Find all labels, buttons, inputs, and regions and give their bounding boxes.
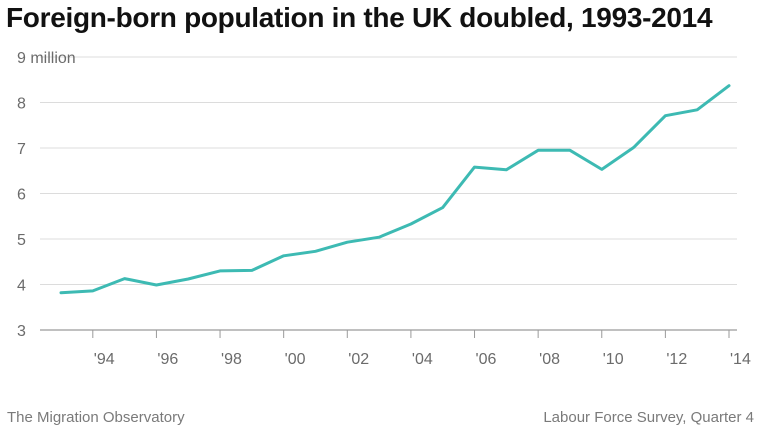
y-tick-label: 5 (17, 232, 26, 249)
y-tick-label: 7 (17, 141, 26, 158)
y-tick-label: 3 (17, 323, 26, 340)
grid-lines (40, 56, 737, 331)
x-tick-label: '14 (730, 351, 751, 368)
chart-title: Foreign-born population in the UK double… (6, 2, 713, 33)
x-tick-label: '96 (157, 351, 178, 368)
y-axis-ticks: 3 4 5 6 7 8 9 million (17, 50, 76, 340)
series-layer (59, 84, 731, 295)
x-tick-label: '04 (412, 351, 433, 368)
x-tick-label: '06 (476, 351, 497, 368)
y-tick-label: 8 (17, 96, 26, 113)
data-source: Labour Force Survey, Quarter 4 (543, 409, 754, 426)
x-tick-label: '98 (221, 351, 242, 368)
x-tick-label: '00 (285, 351, 306, 368)
y-tick-label: 6 (17, 187, 26, 204)
series-line (59, 84, 731, 295)
y-tick-label: 4 (17, 278, 26, 295)
x-tick-label: '02 (348, 351, 369, 368)
x-tick-label: '94 (94, 351, 115, 368)
x-tick-label: '12 (666, 351, 687, 368)
y-tick-label: 9 million (17, 50, 76, 67)
x-tick-label: '08 (539, 351, 560, 368)
source-organization: The Migration Observatory (7, 409, 185, 426)
x-axis: '94 '96 '98 '00 '02 '04 '06 '08 '10 '12 '14 (92, 330, 751, 368)
x-tick-label: '10 (603, 351, 624, 368)
